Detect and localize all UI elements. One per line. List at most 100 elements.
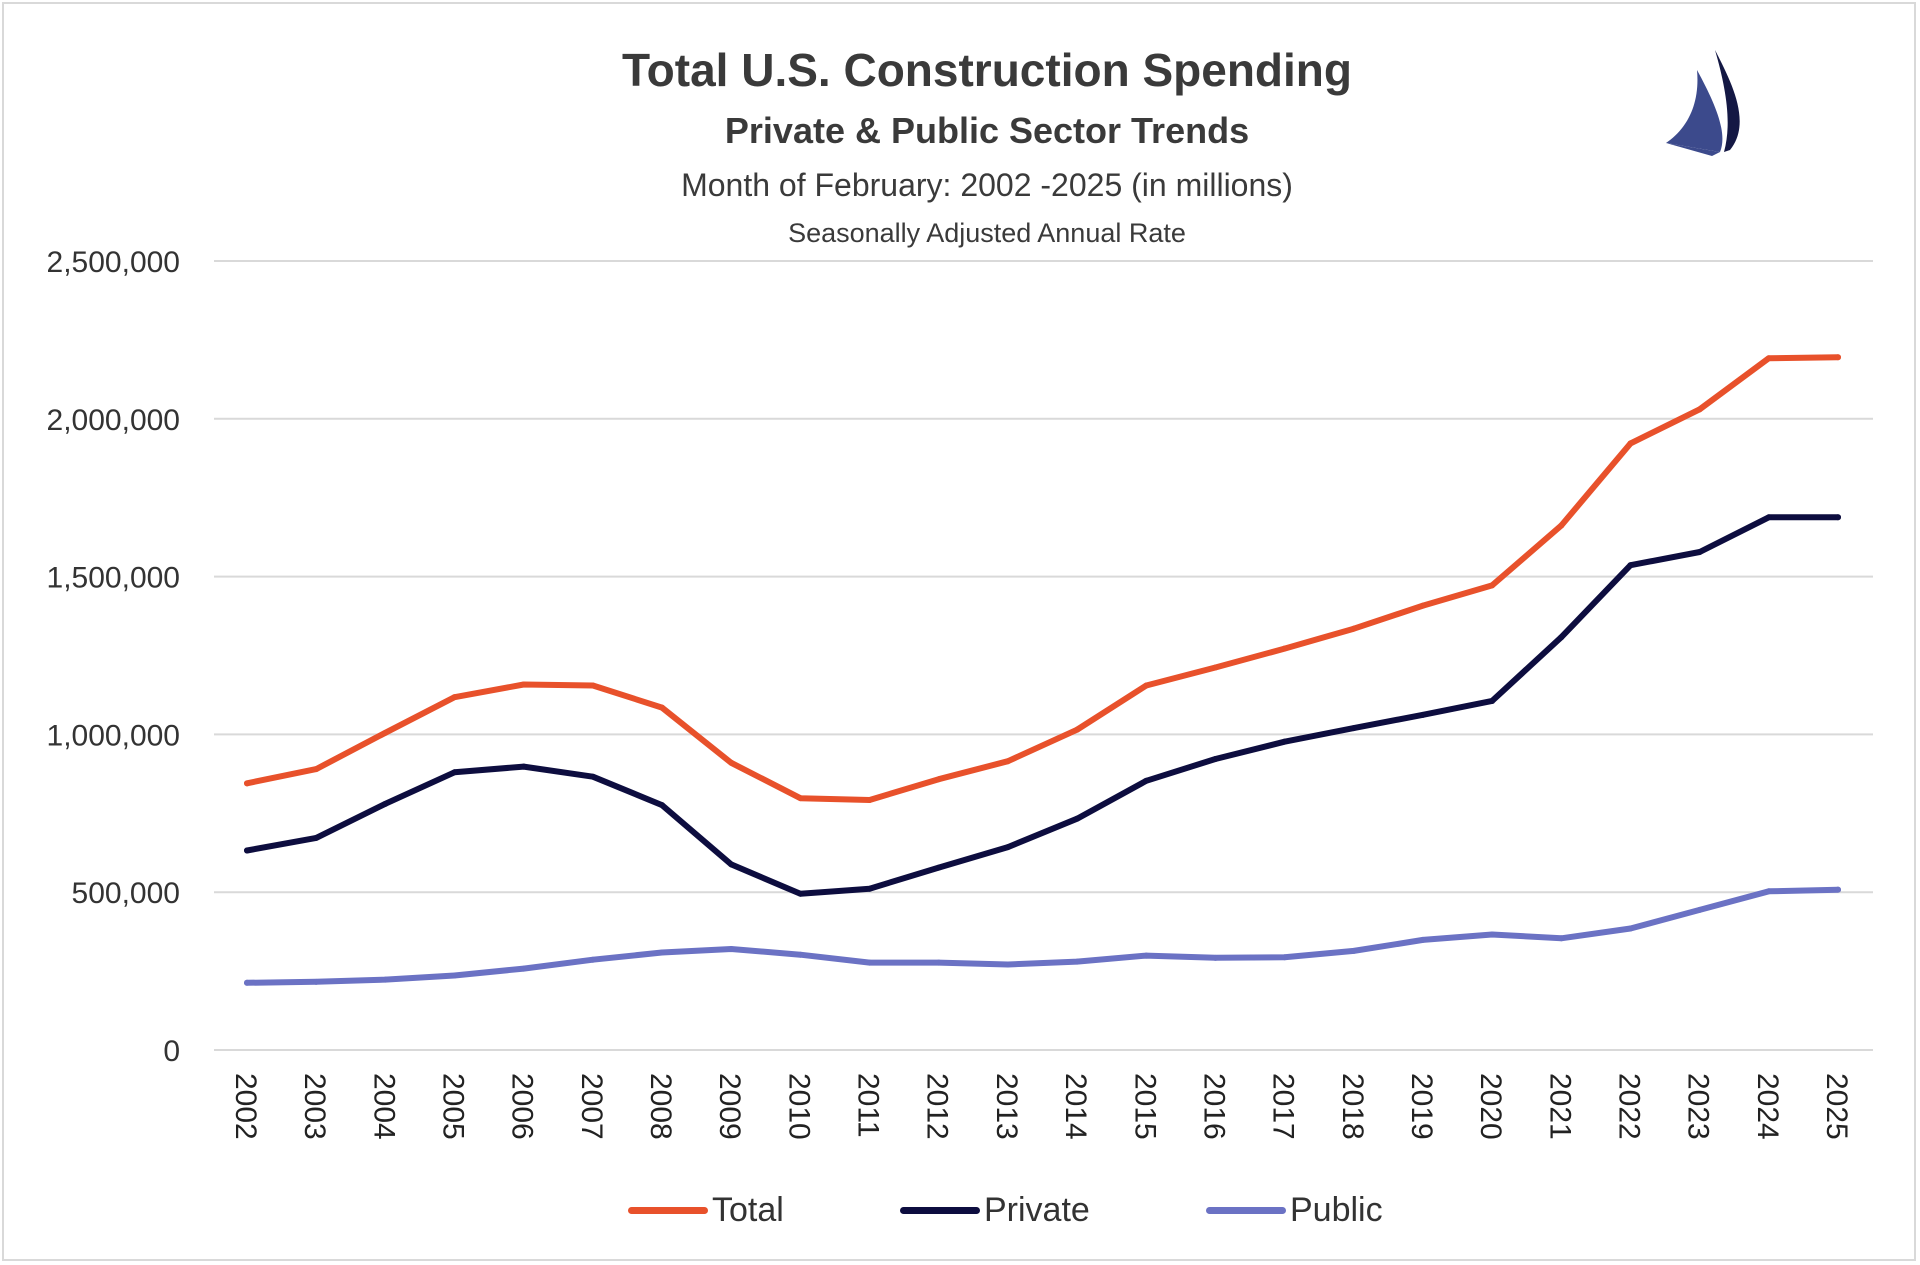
data-point-public [1212,954,1219,961]
data-point-public [1143,952,1150,959]
chart-subtitle-rate: Seasonally Adjusted Annual Rate [788,218,1186,248]
data-point-public [1074,958,1081,965]
data-point-private [1835,514,1841,521]
data-point-total [866,797,873,804]
data-point-private [866,885,873,892]
data-point-private [589,773,596,780]
y-tick-label: 0 [163,1035,180,1068]
data-point-public [1489,931,1496,938]
series-layer [244,354,1841,986]
data-point-total [1765,355,1772,362]
data-point-total [935,776,942,783]
data-point-public [1835,886,1841,893]
sailboat-icon [1666,50,1740,156]
x-tick-label: 2021 [1543,1073,1576,1140]
chart-subtitle: Private & Public Sector Trends [724,110,1250,151]
data-point-total [313,766,320,773]
data-point-private [1004,844,1011,851]
legend-label-private: Private [984,1190,1090,1229]
series-line-public [244,886,1841,986]
legend-item-public[interactable]: Public [1206,1185,1383,1235]
chart-subtitle-period: Month of February: 2002 -2025 (in millio… [681,167,1293,203]
legend-swatch-total [628,1206,708,1214]
data-point-private [1074,815,1081,822]
data-point-private [1696,548,1703,555]
data-point-total [1281,645,1288,652]
x-tick-label: 2013 [990,1073,1023,1140]
data-point-total [520,681,527,688]
line-chart: 0 500,000 1,000,000 1,500,000 2,000,000 2,500… [47,246,1873,1140]
data-point-public [728,946,735,953]
legend-label-public: Public [1290,1190,1383,1229]
data-point-private [1489,697,1496,704]
x-tick-label: 2023 [1682,1073,1715,1140]
y-tick-label: 1,000,000 [47,719,180,752]
data-point-private [1143,777,1150,784]
x-tick-label: 2003 [298,1073,331,1140]
data-point-private [1558,634,1565,641]
y-tick-label: 1,500,000 [47,562,180,595]
x-tick-label: 2008 [644,1073,677,1140]
data-point-public [382,976,389,983]
data-point-public [797,951,804,958]
data-point-total [659,704,666,711]
data-point-private [244,847,250,854]
data-point-private [1419,711,1426,718]
data-point-total [451,694,458,701]
x-tick-label: 2022 [1612,1073,1645,1140]
title-block: Total U.S. Construction Spending Private… [0,38,1920,256]
data-point-total [797,795,804,802]
data-point-private [1281,738,1288,745]
series-line-total [244,354,1841,803]
data-point-private [728,861,735,868]
data-point-private [659,802,666,809]
legend-label-total: Total [712,1190,784,1229]
data-point-total [244,780,250,787]
x-axis-ticks: 2002 2003 2004 2005 2006 2007 2008 2009 2010 2011… [229,1073,1853,1140]
x-tick-label: 2014 [1059,1073,1092,1140]
y-tick-label: 500,000 [72,877,180,910]
y-tick-label: 2,500,000 [47,246,180,279]
x-tick-label: 2019 [1405,1073,1438,1140]
sailboat-light-sail [1666,70,1723,152]
x-tick-label: 2006 [506,1073,539,1140]
data-point-total [1074,726,1081,733]
x-tick-label: 2018 [1336,1073,1369,1140]
data-point-total [1004,758,1011,765]
x-tick-label: 2015 [1128,1073,1161,1140]
data-point-public [451,972,458,979]
data-point-public [1696,906,1703,913]
x-tick-label: 2025 [1820,1073,1853,1140]
data-point-public [935,959,942,966]
data-point-total [1212,664,1219,671]
sailboat-light-keel [1666,143,1720,156]
data-point-public [1350,947,1357,954]
x-tick-label: 2024 [1751,1073,1784,1140]
legend-item-private[interactable]: Private [900,1185,1090,1235]
data-point-total [1143,682,1150,689]
x-tick-label: 2010 [782,1073,815,1140]
chart-title: Total U.S. Construction Spending [621,44,1352,96]
data-point-private [1350,725,1357,732]
data-point-public [589,956,596,963]
data-point-private [382,800,389,807]
data-point-public [1765,888,1772,895]
data-point-private [1627,562,1634,569]
data-point-total [1835,354,1841,361]
series-line-private [244,514,1841,897]
legend: Total Private Public [0,1185,1920,1235]
x-tick-label: 2020 [1474,1073,1507,1140]
x-tick-label: 2004 [367,1073,400,1140]
data-point-private [1212,756,1219,763]
data-point-total [382,729,389,736]
data-point-public [1419,936,1426,943]
data-point-total [1696,406,1703,413]
legend-swatch-public [1206,1206,1286,1214]
data-point-private [1765,514,1772,521]
data-point-private [313,834,320,841]
data-point-total [1627,440,1634,447]
x-tick-label: 2012 [921,1073,954,1140]
data-point-public [520,965,527,972]
legend-item-total[interactable]: Total [628,1185,784,1235]
